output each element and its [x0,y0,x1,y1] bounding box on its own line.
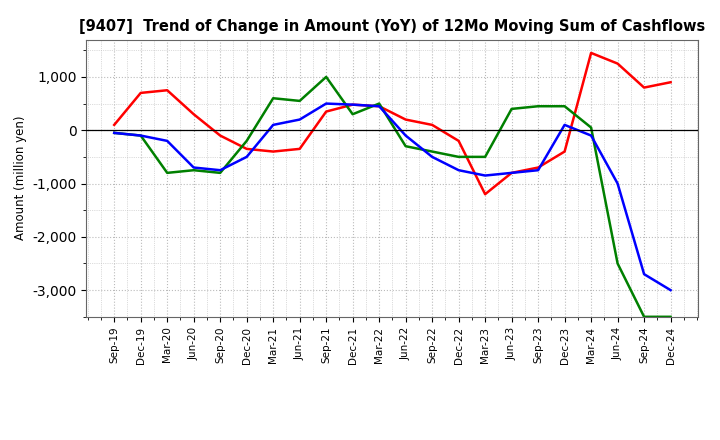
Free Cashflow [587,133,595,138]
Operating Cashflow [508,170,516,176]
Free Cashflow [666,287,675,293]
Free Cashflow [322,101,330,106]
Investing Cashflow [613,261,622,266]
Free Cashflow [428,154,436,160]
Investing Cashflow [481,154,490,160]
Free Cashflow [560,122,569,128]
Operating Cashflow [666,80,675,85]
Operating Cashflow [295,146,304,151]
Investing Cashflow [375,101,384,106]
Operating Cashflow [322,109,330,114]
Investing Cashflow [110,130,119,136]
Operating Cashflow [189,112,198,117]
Operating Cashflow [534,165,542,170]
Investing Cashflow [295,98,304,103]
Free Cashflow [163,138,171,143]
Operating Cashflow [454,138,463,143]
Investing Cashflow [508,106,516,111]
Operating Cashflow [640,85,649,90]
Operating Cashflow [560,149,569,154]
Free Cashflow [189,165,198,170]
Investing Cashflow [322,74,330,80]
Investing Cashflow [560,103,569,109]
Investing Cashflow [163,170,171,176]
Investing Cashflow [401,143,410,149]
Free Cashflow [243,154,251,160]
Investing Cashflow [243,138,251,143]
Investing Cashflow [534,103,542,109]
Free Cashflow [216,168,225,173]
Investing Cashflow [428,149,436,154]
Free Cashflow [375,103,384,109]
Investing Cashflow [216,170,225,176]
Operating Cashflow [269,149,277,154]
Investing Cashflow [640,314,649,319]
Line: Investing Cashflow: Investing Cashflow [114,77,670,317]
Y-axis label: Amount (million yen): Amount (million yen) [14,116,27,240]
Operating Cashflow [613,61,622,66]
Investing Cashflow [587,125,595,130]
Operating Cashflow [136,90,145,95]
Operating Cashflow [243,146,251,151]
Investing Cashflow [269,95,277,101]
Free Cashflow [640,271,649,277]
Free Cashflow [454,168,463,173]
Operating Cashflow [110,122,119,128]
Free Cashflow [534,168,542,173]
Free Cashflow [508,170,516,176]
Operating Cashflow [375,103,384,109]
Operating Cashflow [481,191,490,197]
Free Cashflow [110,130,119,136]
Investing Cashflow [348,112,357,117]
Investing Cashflow [454,154,463,160]
Operating Cashflow [587,50,595,55]
Investing Cashflow [189,168,198,173]
Operating Cashflow [401,117,410,122]
Title: [9407]  Trend of Change in Amount (YoY) of 12Mo Moving Sum of Cashflows: [9407] Trend of Change in Amount (YoY) o… [79,19,706,34]
Operating Cashflow [163,88,171,93]
Operating Cashflow [428,122,436,128]
Operating Cashflow [216,133,225,138]
Investing Cashflow [666,314,675,319]
Line: Operating Cashflow: Operating Cashflow [114,53,670,194]
Free Cashflow [269,122,277,128]
Free Cashflow [136,133,145,138]
Free Cashflow [401,133,410,138]
Free Cashflow [348,102,357,107]
Free Cashflow [613,181,622,186]
Free Cashflow [295,117,304,122]
Investing Cashflow [136,133,145,138]
Line: Free Cashflow: Free Cashflow [114,103,670,290]
Operating Cashflow [348,102,357,107]
Free Cashflow [481,173,490,178]
